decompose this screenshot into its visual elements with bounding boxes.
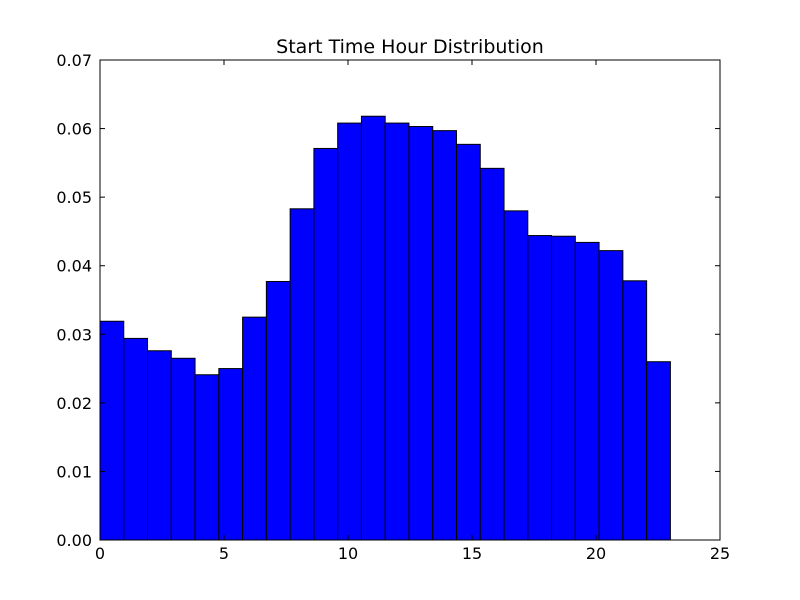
y-axis-tick-labels: 0.00 0.01 0.02 0.03 0.04 0.05 0.06 0.07 — [56, 51, 92, 550]
histogram-bar — [646, 361, 671, 541]
y-tick-label: 0.03 — [56, 325, 92, 344]
y-tick-label: 0.04 — [56, 257, 92, 276]
histogram-bar — [503, 210, 529, 541]
histogram-bar — [99, 320, 125, 541]
histogram-bar — [408, 126, 434, 541]
histogram-bar — [384, 122, 410, 541]
x-tick-label: 0 — [95, 544, 105, 563]
histogram-bar — [337, 122, 362, 541]
y-tick-label: 0.05 — [56, 188, 92, 207]
x-tick-label: 20 — [586, 544, 606, 563]
y-tick-label: 0.01 — [56, 462, 92, 481]
x-axis-tick-labels: 0 5 10 15 20 25 — [95, 544, 730, 563]
histogram-bar — [551, 235, 576, 541]
histogram-bar — [170, 357, 196, 541]
histogram-bar — [360, 115, 386, 541]
histogram-bar — [598, 250, 624, 541]
bars-layer — [99, 115, 671, 541]
chart-title: Start Time Hour Distribution — [276, 36, 544, 58]
histogram-bar — [242, 316, 267, 541]
histogram-bar — [432, 130, 458, 541]
histogram-bar — [456, 143, 481, 541]
histogram-bar — [313, 147, 339, 541]
histogram-bar — [147, 350, 172, 541]
x-tick-label: 5 — [219, 544, 229, 563]
plot-frame — [99, 59, 721, 541]
histogram-bar — [123, 337, 149, 541]
y-tick-label: 0.06 — [56, 120, 92, 139]
histogram-bar — [289, 208, 315, 541]
histogram-bar — [265, 280, 291, 541]
histogram-bar — [622, 280, 648, 541]
ticks-layer — [99, 59, 721, 541]
x-tick-label: 15 — [462, 544, 482, 563]
histogram-bar — [527, 235, 553, 541]
histogram-bar — [479, 167, 505, 541]
y-tick-label: 0.02 — [56, 394, 92, 413]
histogram-bar — [194, 374, 220, 541]
histogram-bar — [218, 368, 244, 541]
x-tick-label: 10 — [338, 544, 358, 563]
y-tick-label: 0.07 — [56, 51, 92, 70]
x-tick-label: 25 — [710, 544, 730, 563]
histogram-bar — [574, 241, 600, 541]
y-tick-label: 0.00 — [56, 531, 92, 550]
